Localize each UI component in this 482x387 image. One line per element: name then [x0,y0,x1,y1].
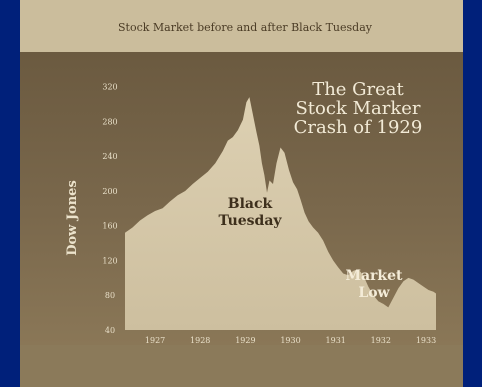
headline-line-3: Crash of 1929 [294,117,423,138]
y-tick-label: 160 [102,222,117,231]
chart-title: Stock Market before and after Black Tues… [118,21,373,34]
headline-line-1: The Great [312,79,404,100]
y-tick-label: 200 [102,187,117,196]
left-blue-bar [0,0,20,387]
x-tick-label: 1932 [371,336,391,345]
x-tick-label: 1931 [326,336,346,345]
x-tick-label: 1933 [416,336,436,345]
y-tick-label: 320 [102,83,117,92]
x-tick-label: 1928 [190,336,210,345]
y-axis-label: Dow Jones [65,180,80,256]
y-tick-label: 40 [105,326,115,335]
y-tick-label: 280 [102,117,117,126]
annotation-market-low-line-2: Low [358,285,390,301]
right-blue-bar [463,0,482,387]
x-tick-label: 1929 [235,336,255,345]
x-tick-label: 1930 [280,336,300,345]
y-tick-label: 120 [102,257,117,266]
headline-line-2: Stock Marker [295,98,420,119]
y-tick-label: 240 [102,152,117,161]
x-tick-label: 1927 [145,336,165,345]
annotation-black-tuesday-line-1: Black [228,196,273,212]
y-tick-label: 80 [105,291,115,300]
annotation-market-low-line-1: Market [345,268,403,284]
chart-headline: The Great Stock Marker Crash of 1929 [294,79,423,138]
bottom-band [20,345,463,387]
annotation-black-tuesday-line-2: Tuesday [218,213,282,229]
